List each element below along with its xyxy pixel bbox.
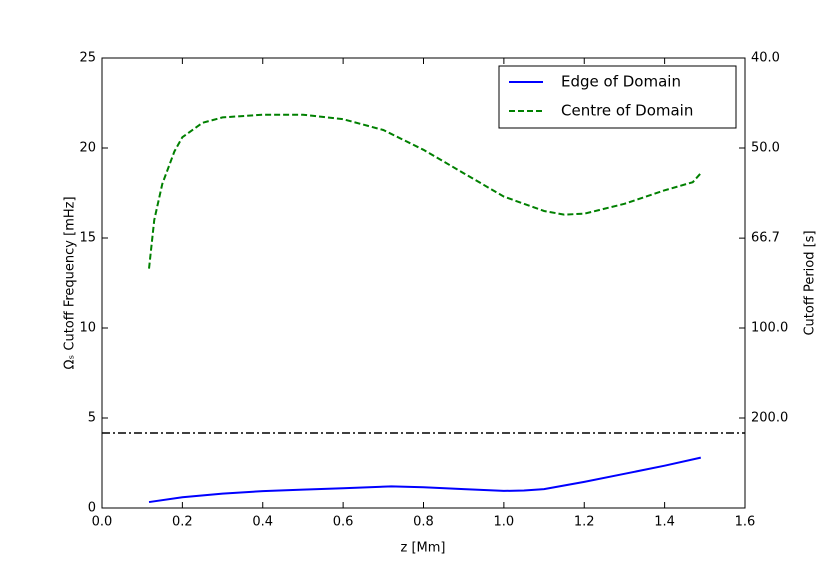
y-tick-label: 25 — [79, 51, 96, 66]
y-axis-title: Ωₛ Cutoff Frequency [mHz] — [63, 196, 78, 369]
legend-label: Edge of Domain — [561, 73, 681, 91]
x-tick-label: 0.8 — [413, 515, 434, 530]
y-tick-label: 0 — [88, 501, 96, 516]
line-series — [148, 113, 702, 269]
x-tick-label: 1.6 — [735, 515, 756, 530]
y-tick-label: 10 — [79, 321, 96, 336]
legend-box — [498, 65, 737, 129]
x-tick-label: 0.6 — [333, 515, 354, 530]
y2-tick-label: 50.0 — [751, 141, 780, 156]
legend-label: Centre of Domain — [561, 102, 693, 120]
x-axis-title: z [Mm] — [401, 541, 446, 556]
y2-tick-label: 200.0 — [751, 411, 788, 426]
y2-tick-label: 100.0 — [751, 321, 788, 336]
y-tick-label: 20 — [79, 141, 96, 156]
x-tick-label: 0.0 — [92, 515, 113, 530]
line-series — [148, 456, 702, 504]
y2-tick-label: 66.7 — [751, 231, 780, 246]
x-tick-label: 0.4 — [252, 515, 273, 530]
y2-axis-title: Cutoff Period [s] — [803, 230, 818, 335]
x-tick-label: 0.2 — [172, 515, 193, 530]
x-tick-label: 1.4 — [654, 515, 675, 530]
y-tick-label: 5 — [88, 411, 96, 426]
x-tick-label: 1.2 — [574, 515, 595, 530]
x-tick-label: 1.0 — [494, 515, 515, 530]
y2-tick-label: 40.0 — [751, 51, 780, 66]
y-tick-label: 15 — [79, 231, 96, 246]
